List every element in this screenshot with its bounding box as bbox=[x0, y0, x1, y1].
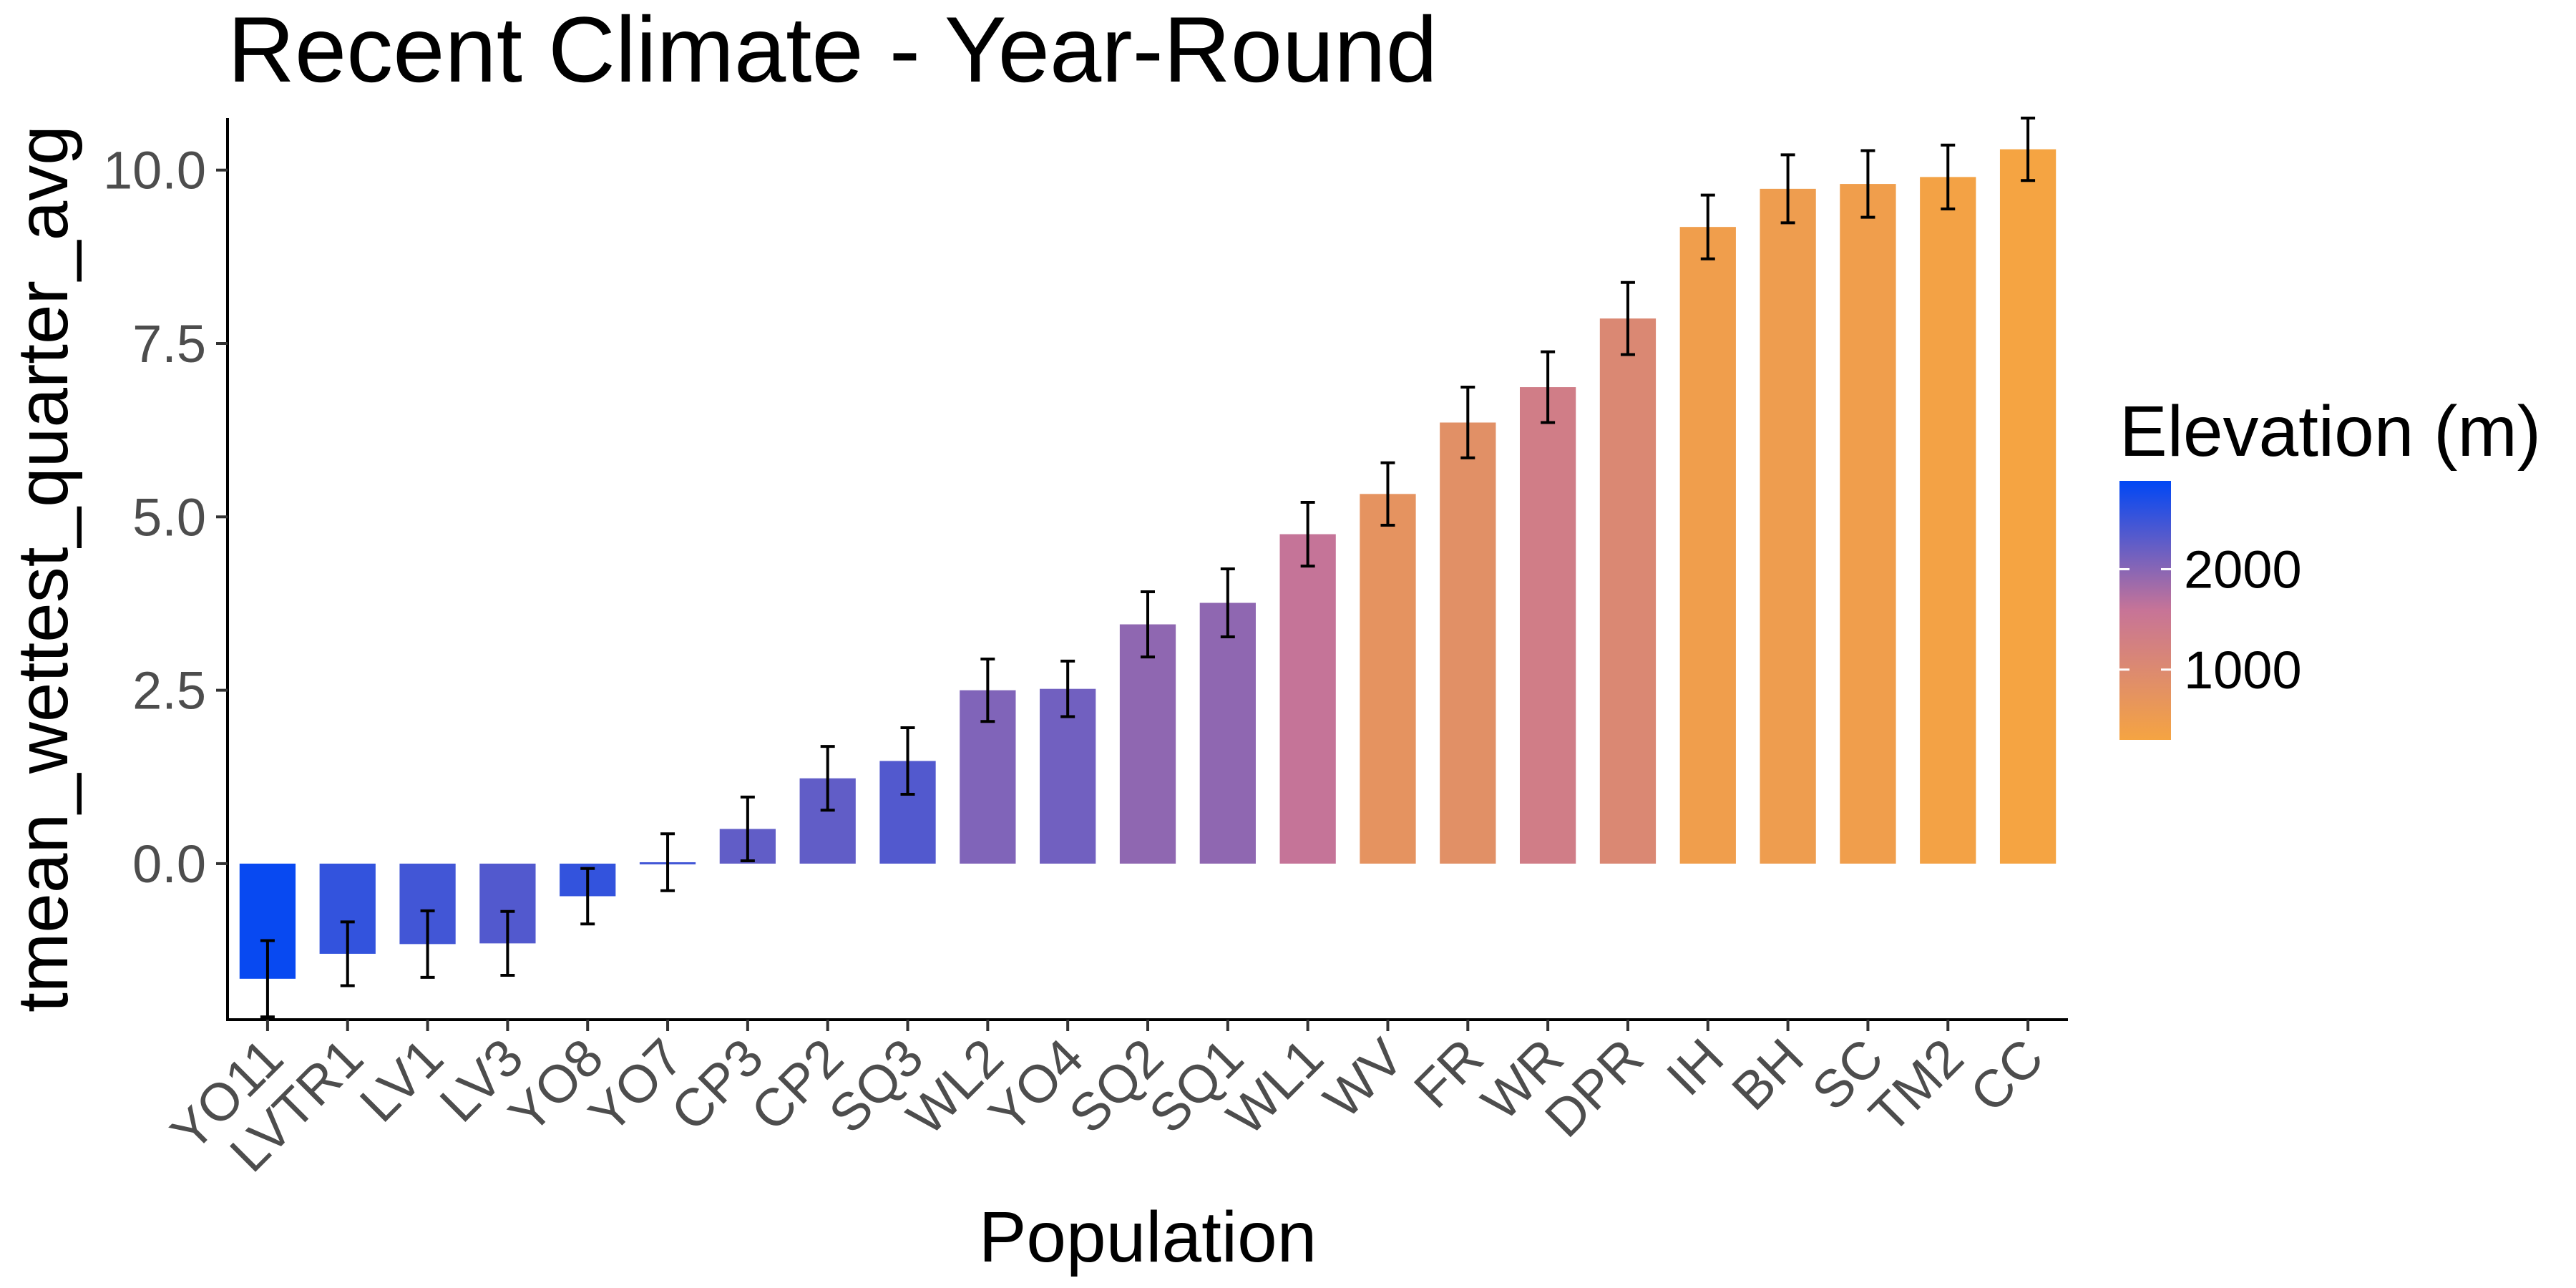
bar-ih bbox=[1679, 227, 1736, 864]
errorbar-wv bbox=[1380, 461, 1395, 527]
bar-dpr bbox=[1599, 318, 1657, 864]
errorbar-yo7 bbox=[660, 832, 675, 892]
bar-wl1 bbox=[1279, 534, 1336, 864]
x-tick-label-fr: FR bbox=[1402, 1028, 1494, 1119]
bar-bh bbox=[1760, 188, 1816, 864]
x-tick-label-tm2: TM2 bbox=[1858, 1028, 1974, 1144]
errorbar-cp2 bbox=[820, 745, 835, 812]
errorbar-yo11 bbox=[260, 939, 275, 1019]
errorbar-wr bbox=[1541, 350, 1556, 424]
x-tick-label-dpr: DPR bbox=[1533, 1028, 1654, 1148]
bar-tm2 bbox=[1920, 177, 1976, 864]
errorbar-sq2 bbox=[1141, 590, 1155, 659]
legend-ticks: 2000 1000 bbox=[2119, 540, 2302, 700]
errorbar-wl1 bbox=[1300, 500, 1315, 568]
errorbar-bh bbox=[1780, 153, 1795, 225]
errorbar-cc bbox=[2021, 117, 2036, 182]
y-tick-label: 5.0 bbox=[132, 487, 206, 547]
errorbar-lv1 bbox=[420, 909, 435, 979]
bar-cc bbox=[1999, 149, 2057, 864]
legend-tick-label: 1000 bbox=[2184, 640, 2302, 700]
errorbar-lvtr1 bbox=[340, 920, 355, 987]
bar-sc bbox=[1840, 184, 1896, 864]
bar-sq1 bbox=[1199, 602, 1256, 864]
x-tick-label-cc: CC bbox=[1958, 1028, 2054, 1123]
y-tick-label: 2.5 bbox=[132, 661, 206, 721]
errorbar-sc bbox=[1860, 149, 1875, 219]
errorbar-yo4 bbox=[1060, 659, 1075, 718]
x-axis-title: Population bbox=[979, 1197, 1317, 1277]
y-tick-label: 10.0 bbox=[103, 141, 206, 200]
bars-layer bbox=[239, 149, 2057, 979]
errorbar-dpr bbox=[1620, 280, 1635, 356]
errorbar-fr bbox=[1460, 386, 1475, 459]
legend-tick-label: 2000 bbox=[2184, 540, 2302, 599]
errorbar-yo8 bbox=[580, 867, 595, 926]
errorbar-tm2 bbox=[1941, 143, 1956, 210]
bar-fr bbox=[1440, 422, 1496, 864]
errorbar-cp3 bbox=[740, 795, 755, 863]
y-tick-label: 0.0 bbox=[132, 834, 206, 894]
y-ticks: 0.0 2.5 5.0 7.5 10.0 bbox=[103, 141, 228, 894]
chart-title: Recent Climate - Year-Round bbox=[228, 0, 1438, 102]
errorbar-lv3 bbox=[500, 909, 515, 977]
y-tick-label: 7.5 bbox=[132, 314, 206, 374]
legend: Elevation (m) 2000 1000 bbox=[2119, 391, 2541, 740]
errorbar-ih bbox=[1700, 193, 1715, 260]
legend-title: Elevation (m) bbox=[2119, 391, 2541, 472]
errorbars-layer bbox=[260, 117, 2036, 1019]
x-tick-label-ih: IH bbox=[1655, 1028, 1735, 1107]
x-tick-label-wv: WV bbox=[1312, 1027, 1415, 1129]
y-axis-title: tmean_wettest_quarter_avg bbox=[3, 125, 83, 1013]
bar-wr bbox=[1519, 387, 1576, 864]
legend-colorbar bbox=[2119, 481, 2171, 740]
errorbar-wl2 bbox=[980, 658, 995, 723]
bar-wv bbox=[1360, 494, 1416, 864]
bar-sq2 bbox=[1119, 624, 1176, 864]
x-ticks: YO11LVTR1LV1LV3YO8YO7CP3CP2SQ3WL2YO4SQ2S… bbox=[160, 1020, 2054, 1183]
errorbar-sq3 bbox=[900, 726, 915, 796]
x-tick-label-bh: BH bbox=[1721, 1028, 1815, 1121]
errorbar-sq1 bbox=[1220, 567, 1235, 638]
